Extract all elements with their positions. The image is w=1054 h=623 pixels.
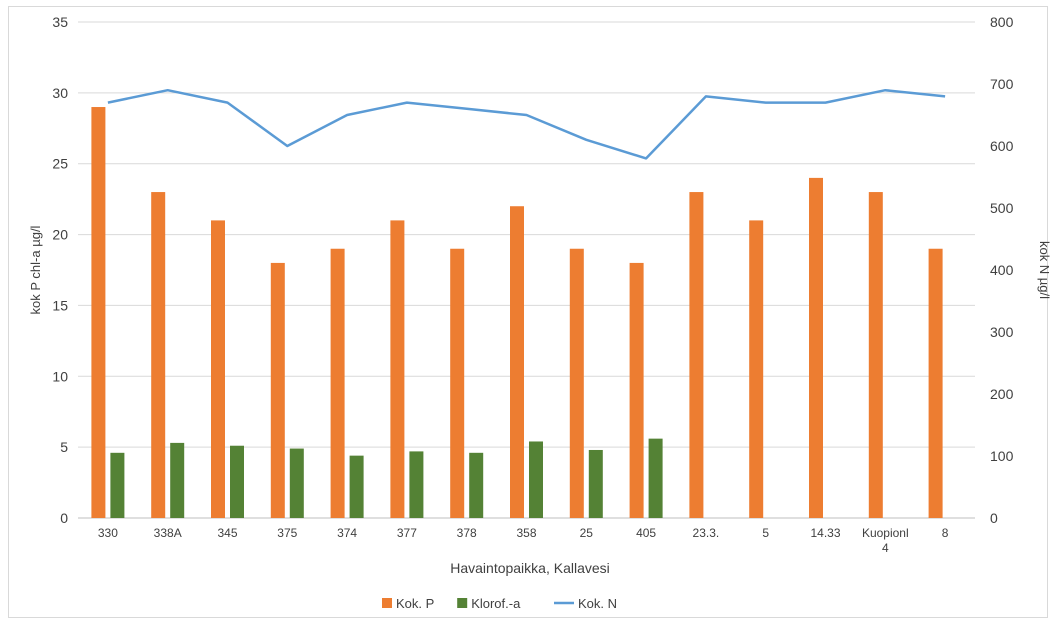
bar-kok-p (390, 220, 405, 518)
bar-klorof-a (110, 452, 125, 518)
bar-kok-p (211, 220, 225, 518)
bar-kok-p (91, 107, 106, 519)
bar-kok-p (450, 248, 465, 518)
x-tick-label: 8 (942, 526, 949, 540)
y2-tick-label: 600 (990, 138, 1014, 154)
bar-klorof-a (529, 441, 543, 518)
legend-swatch (382, 598, 392, 608)
legend-swatch (457, 598, 468, 608)
bar-klorof-a (588, 449, 603, 518)
bar-kok-p (749, 220, 764, 518)
line-kok-n (107, 88, 946, 160)
y-tick-label: 5 (60, 439, 68, 455)
bar-kok-p (510, 206, 524, 518)
y2-tick-label: 100 (990, 448, 1014, 464)
y-tick-label: 0 (60, 510, 68, 526)
y-tick-label: 20 (52, 227, 68, 243)
bar-kok-p (151, 192, 166, 519)
x-tick-label: 5 (762, 526, 769, 540)
bar-kok-p (928, 248, 943, 518)
bar-klorof-a (469, 452, 484, 518)
line-series (107, 88, 946, 160)
x-tick-label: 378 (457, 526, 477, 540)
x-tick-label: 330 (98, 526, 118, 540)
y2-tick-label: 0 (990, 510, 998, 526)
y-tick-label: 35 (52, 14, 68, 30)
bars (91, 107, 943, 519)
y-tick-label: 30 (52, 85, 68, 101)
bar-kok-p (270, 262, 285, 518)
x-tick-label: 14.33 (810, 526, 840, 540)
y2-axis-title: kok N µg/l (1037, 241, 1052, 299)
x-tick-label: 345 (217, 526, 237, 540)
x-tick-label: Kuopionl 4 (862, 526, 909, 555)
chart-frame (8, 6, 1048, 618)
bar-klorof-a (349, 455, 364, 518)
bar-kok-p (868, 192, 883, 519)
y2-tick-label: 300 (990, 324, 1014, 340)
bar-kok-p (330, 248, 345, 518)
y2-tick-label: 700 (990, 76, 1014, 92)
x-tick-label: 23.3. (693, 526, 720, 540)
bar-kok-p (689, 192, 704, 519)
legend-label: Klorof.-a (471, 596, 521, 611)
y2-tick-label: 500 (990, 200, 1014, 216)
bar-klorof-a (648, 438, 663, 518)
gridlines (78, 21, 975, 519)
x-tick-label: 338A (154, 526, 182, 540)
bar-klorof-a (230, 445, 244, 518)
x-tick-label: 375 (277, 526, 297, 540)
y2-tick-label: 200 (990, 386, 1014, 402)
bar-klorof-a (289, 448, 304, 518)
axes: 0 5 10 15 20 25 30 35 0 100 200 300 400 500 600 700 800 3… (52, 14, 1013, 555)
y2-tick-label: 800 (990, 14, 1014, 30)
y-tick-label: 15 (52, 297, 68, 313)
legend-label: Kok. N (578, 596, 617, 611)
x-axis-title: Havaintopaikka, Kallavesi (450, 560, 610, 576)
bar-kok-p (569, 248, 584, 518)
y-tick-label: 10 (52, 368, 68, 384)
y-axis-title: kok P chl-a µg/l (28, 225, 43, 314)
y2-tick-label: 400 (990, 262, 1014, 278)
bar-klorof-a (409, 451, 424, 518)
x-tick-label: 374 (337, 526, 357, 540)
bar-kok-p (809, 177, 823, 518)
x-tick-label: 405 (636, 526, 656, 540)
bar-kok-p (629, 262, 644, 518)
y-tick-label: 25 (52, 156, 68, 172)
legend-label: Kok. P (396, 596, 434, 611)
x-tick-label: 25 (580, 526, 594, 540)
bar-klorof-a (170, 442, 185, 518)
legend: Kok. P Klorof.-a Kok. N (382, 596, 617, 611)
x-tick-label: 377 (397, 526, 417, 540)
x-tick-label: 358 (516, 526, 536, 540)
